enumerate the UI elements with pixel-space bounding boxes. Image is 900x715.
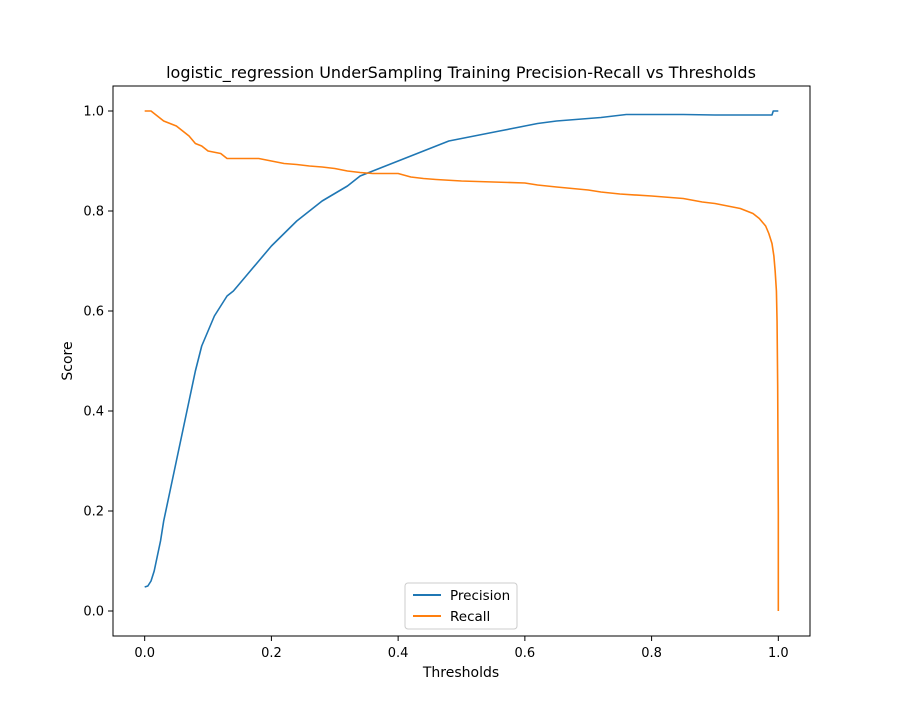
x-tick-label: 0.8 — [641, 646, 662, 661]
series-line-precision — [144, 110, 779, 588]
legend: Precision Recall — [404, 582, 518, 630]
y-tick-label: 0.8 — [83, 205, 104, 220]
legend-label-recall: Recall — [450, 609, 490, 625]
x-ticks: 0.0 0.2 0.4 0.6 0.8 1.0 — [134, 636, 789, 661]
y-tick-label: 1.0 — [83, 105, 104, 120]
plot-area — [113, 86, 810, 636]
x-tick-label: 0.4 — [388, 646, 409, 661]
x-tick-label: 0.6 — [515, 646, 536, 661]
y-ticks: 0.0 0.2 0.4 0.6 0.8 1.0 — [83, 105, 113, 620]
x-tick-label: 1.0 — [768, 646, 789, 661]
series-layer — [144, 110, 780, 611]
y-tick-label: 0.4 — [83, 405, 104, 420]
legend-label-precision: Precision — [450, 588, 510, 604]
y-tick-label: 0.6 — [83, 305, 104, 320]
y-tick-label: 0.2 — [83, 505, 104, 520]
chart-title: logistic_regression UnderSampling Traini… — [166, 63, 756, 83]
series-line-recall — [144, 110, 780, 611]
y-axis-title: Score — [60, 341, 76, 380]
x-axis-title: Thresholds — [422, 665, 499, 681]
y-tick-label: 0.0 — [83, 605, 104, 620]
plot-frame — [112, 85, 811, 637]
x-tick-label: 0.2 — [261, 646, 282, 661]
x-tick-label: 0.0 — [134, 646, 155, 661]
